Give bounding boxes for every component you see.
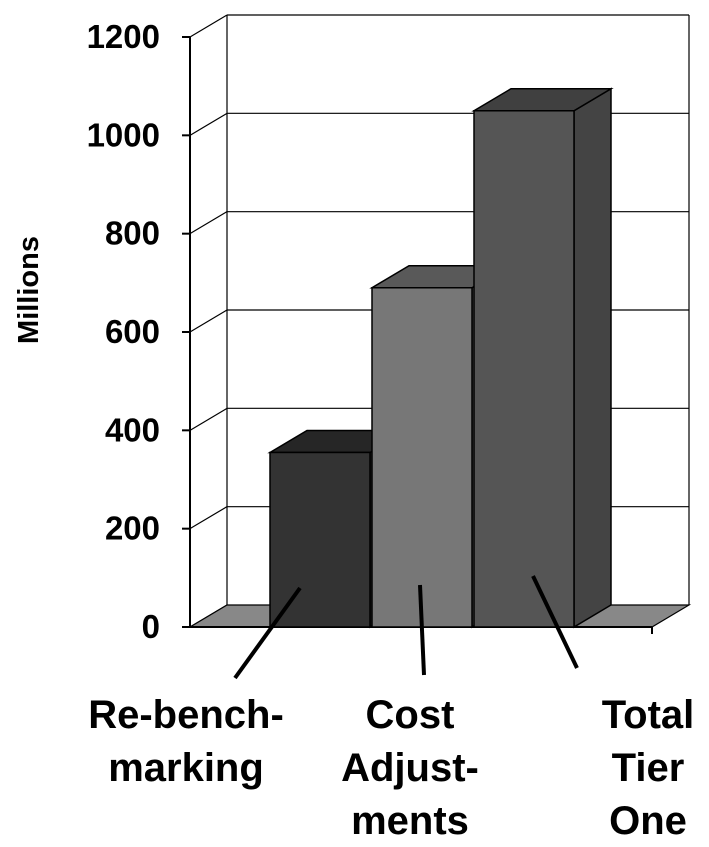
wall-gridline	[189, 407, 228, 431]
category-label-line: One	[609, 799, 687, 843]
category-labels: Re-bench-marking Cost Adjust-ments Total Tie…	[88, 693, 694, 843]
y-tick-label: 1200	[87, 18, 160, 55]
category-label-re-benchmarking: Re-bench-marking	[88, 693, 284, 790]
y-tick-label: 400	[105, 411, 160, 448]
pointer-line	[418, 584, 426, 676]
bars	[267, 87, 614, 629]
category-label-total-tier-one: Total Tier One	[602, 693, 695, 843]
y-tick-label: 200	[105, 510, 160, 547]
category-label-line: Cost	[366, 693, 455, 737]
category-label-line: marking	[108, 746, 264, 790]
category-label-line: Tier	[612, 746, 685, 790]
category-label-line: Re-bench-	[88, 693, 284, 737]
wall-gridline	[189, 506, 228, 530]
category-label-line: Total	[602, 693, 695, 737]
bar-front	[371, 287, 473, 628]
pointer-line	[531, 575, 579, 669]
category-label-line: ments	[351, 799, 469, 843]
wall-gridline	[189, 309, 228, 333]
category-label-line: Adjust-	[341, 746, 479, 790]
y-tick-label: 0	[142, 608, 160, 645]
pointer-line	[233, 586, 302, 680]
y-tick-label: 1000	[87, 116, 160, 153]
bar-total-tier-one	[471, 87, 614, 629]
y-tick-label: 800	[105, 215, 160, 252]
bar-front	[473, 110, 575, 628]
y-tick-labels: 0 200 400 600 800 1000 1200	[87, 18, 160, 645]
y-axis-label: Millions	[13, 236, 45, 344]
wall-gridline	[189, 211, 228, 235]
category-label-cost-adjustments: Cost Adjust-ments	[341, 693, 479, 843]
y-tick-label: 600	[105, 313, 160, 350]
pointer-lines	[233, 575, 579, 680]
wall-gridline	[189, 112, 228, 136]
bar-front	[269, 451, 371, 628]
wall-gridline	[189, 14, 228, 38]
bar-side	[573, 87, 612, 629]
